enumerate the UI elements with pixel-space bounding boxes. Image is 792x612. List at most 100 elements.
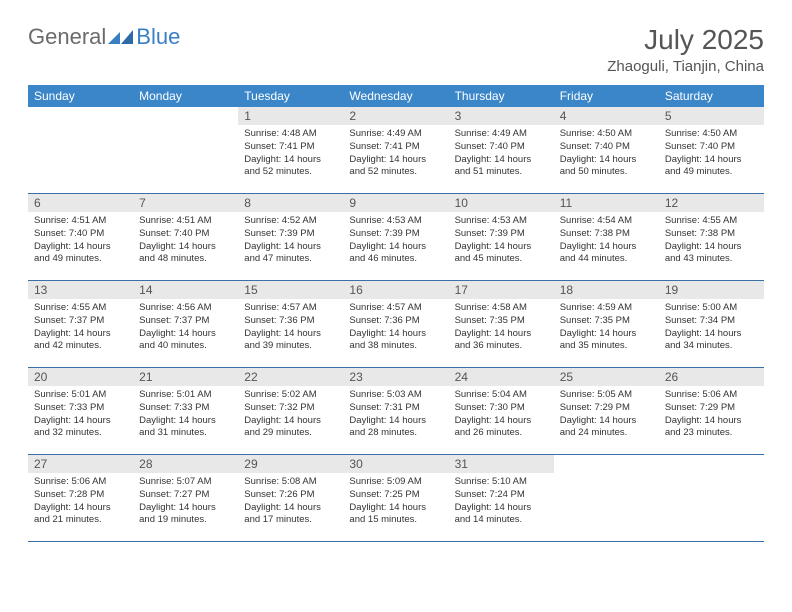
calendar-cell: 20Sunrise: 5:01 AMSunset: 7:33 PMDayligh… <box>28 368 133 455</box>
day-number: 2 <box>343 107 448 125</box>
calendar-cell: 27Sunrise: 5:06 AMSunset: 7:28 PMDayligh… <box>28 455 133 542</box>
weekday-header: Monday <box>133 85 238 107</box>
day-body: Sunrise: 5:09 AMSunset: 7:25 PMDaylight:… <box>343 473 448 531</box>
day-number: 6 <box>28 194 133 212</box>
day-body: Sunrise: 5:01 AMSunset: 7:33 PMDaylight:… <box>133 386 238 444</box>
day-body: Sunrise: 4:55 AMSunset: 7:37 PMDaylight:… <box>28 299 133 357</box>
calendar-cell: 14Sunrise: 4:56 AMSunset: 7:37 PMDayligh… <box>133 281 238 368</box>
day-number: 28 <box>133 455 238 473</box>
calendar-cell: 6Sunrise: 4:51 AMSunset: 7:40 PMDaylight… <box>28 194 133 281</box>
day-number: 7 <box>133 194 238 212</box>
day-number: 26 <box>659 368 764 386</box>
day-body: Sunrise: 4:56 AMSunset: 7:37 PMDaylight:… <box>133 299 238 357</box>
day-number: 13 <box>28 281 133 299</box>
title-block: July 2025 Zhaoguli, Tianjin, China <box>607 24 764 75</box>
day-number: 14 <box>133 281 238 299</box>
day-body: Sunrise: 4:57 AMSunset: 7:36 PMDaylight:… <box>238 299 343 357</box>
calendar-cell: 15Sunrise: 4:57 AMSunset: 7:36 PMDayligh… <box>238 281 343 368</box>
calendar-cell: 10Sunrise: 4:53 AMSunset: 7:39 PMDayligh… <box>449 194 554 281</box>
day-number: 24 <box>449 368 554 386</box>
day-body: Sunrise: 5:06 AMSunset: 7:29 PMDaylight:… <box>659 386 764 444</box>
day-body: Sunrise: 5:05 AMSunset: 7:29 PMDaylight:… <box>554 386 659 444</box>
day-number: 31 <box>449 455 554 473</box>
weekday-header: Sunday <box>28 85 133 107</box>
day-number: 29 <box>238 455 343 473</box>
day-body: Sunrise: 4:53 AMSunset: 7:39 PMDaylight:… <box>449 212 554 270</box>
calendar-cell: 31Sunrise: 5:10 AMSunset: 7:24 PMDayligh… <box>449 455 554 542</box>
day-body: Sunrise: 5:04 AMSunset: 7:30 PMDaylight:… <box>449 386 554 444</box>
day-number: 18 <box>554 281 659 299</box>
calendar-cell: 4Sunrise: 4:50 AMSunset: 7:40 PMDaylight… <box>554 107 659 194</box>
day-body: Sunrise: 5:02 AMSunset: 7:32 PMDaylight:… <box>238 386 343 444</box>
weekday-header: Saturday <box>659 85 764 107</box>
day-body: Sunrise: 4:53 AMSunset: 7:39 PMDaylight:… <box>343 212 448 270</box>
calendar-cell: 11Sunrise: 4:54 AMSunset: 7:38 PMDayligh… <box>554 194 659 281</box>
day-body: Sunrise: 5:10 AMSunset: 7:24 PMDaylight:… <box>449 473 554 531</box>
day-body: Sunrise: 5:08 AMSunset: 7:26 PMDaylight:… <box>238 473 343 531</box>
day-number: 12 <box>659 194 764 212</box>
calendar-cell: 22Sunrise: 5:02 AMSunset: 7:32 PMDayligh… <box>238 368 343 455</box>
day-number: 25 <box>554 368 659 386</box>
calendar-cell: 1Sunrise: 4:48 AMSunset: 7:41 PMDaylight… <box>238 107 343 194</box>
calendar-cell: 25Sunrise: 5:05 AMSunset: 7:29 PMDayligh… <box>554 368 659 455</box>
day-number: 10 <box>449 194 554 212</box>
logo-text-1: General <box>28 24 106 50</box>
location: Zhaoguli, Tianjin, China <box>607 58 764 75</box>
calendar-cell: 13Sunrise: 4:55 AMSunset: 7:37 PMDayligh… <box>28 281 133 368</box>
header: General Blue July 2025 Zhaoguli, Tianjin… <box>28 24 764 75</box>
calendar-cell: 28Sunrise: 5:07 AMSunset: 7:27 PMDayligh… <box>133 455 238 542</box>
day-number: 3 <box>449 107 554 125</box>
day-body: Sunrise: 4:49 AMSunset: 7:40 PMDaylight:… <box>449 125 554 183</box>
day-body: Sunrise: 4:54 AMSunset: 7:38 PMDaylight:… <box>554 212 659 270</box>
calendar-cell: 7Sunrise: 4:51 AMSunset: 7:40 PMDaylight… <box>133 194 238 281</box>
calendar-cell: 17Sunrise: 4:58 AMSunset: 7:35 PMDayligh… <box>449 281 554 368</box>
weekday-header: Wednesday <box>343 85 448 107</box>
day-body: Sunrise: 4:59 AMSunset: 7:35 PMDaylight:… <box>554 299 659 357</box>
day-body: Sunrise: 4:52 AMSunset: 7:39 PMDaylight:… <box>238 212 343 270</box>
day-body: Sunrise: 4:50 AMSunset: 7:40 PMDaylight:… <box>659 125 764 183</box>
calendar-cell: 12Sunrise: 4:55 AMSunset: 7:38 PMDayligh… <box>659 194 764 281</box>
weekday-header: Friday <box>554 85 659 107</box>
day-number: 5 <box>659 107 764 125</box>
calendar-cell <box>133 107 238 194</box>
day-number: 1 <box>238 107 343 125</box>
day-number: 8 <box>238 194 343 212</box>
calendar-table: SundayMondayTuesdayWednesdayThursdayFrid… <box>28 85 764 542</box>
logo-triangle-icon <box>108 28 134 46</box>
calendar-cell: 9Sunrise: 4:53 AMSunset: 7:39 PMDaylight… <box>343 194 448 281</box>
calendar-cell: 23Sunrise: 5:03 AMSunset: 7:31 PMDayligh… <box>343 368 448 455</box>
weekday-header: Tuesday <box>238 85 343 107</box>
day-number: 17 <box>449 281 554 299</box>
day-body: Sunrise: 4:50 AMSunset: 7:40 PMDaylight:… <box>554 125 659 183</box>
calendar-cell: 29Sunrise: 5:08 AMSunset: 7:26 PMDayligh… <box>238 455 343 542</box>
day-number: 21 <box>133 368 238 386</box>
day-number: 19 <box>659 281 764 299</box>
calendar-cell <box>28 107 133 194</box>
day-body: Sunrise: 4:51 AMSunset: 7:40 PMDaylight:… <box>28 212 133 270</box>
calendar-cell <box>659 455 764 542</box>
day-number: 20 <box>28 368 133 386</box>
calendar-cell: 18Sunrise: 4:59 AMSunset: 7:35 PMDayligh… <box>554 281 659 368</box>
day-body: Sunrise: 4:49 AMSunset: 7:41 PMDaylight:… <box>343 125 448 183</box>
day-body: Sunrise: 4:48 AMSunset: 7:41 PMDaylight:… <box>238 125 343 183</box>
day-body: Sunrise: 5:06 AMSunset: 7:28 PMDaylight:… <box>28 473 133 531</box>
day-number: 23 <box>343 368 448 386</box>
day-body: Sunrise: 4:58 AMSunset: 7:35 PMDaylight:… <box>449 299 554 357</box>
calendar-cell: 26Sunrise: 5:06 AMSunset: 7:29 PMDayligh… <box>659 368 764 455</box>
day-number: 4 <box>554 107 659 125</box>
day-body: Sunrise: 5:03 AMSunset: 7:31 PMDaylight:… <box>343 386 448 444</box>
calendar-cell: 5Sunrise: 4:50 AMSunset: 7:40 PMDaylight… <box>659 107 764 194</box>
month-title: July 2025 <box>607 24 764 56</box>
calendar-cell: 19Sunrise: 5:00 AMSunset: 7:34 PMDayligh… <box>659 281 764 368</box>
calendar-cell: 16Sunrise: 4:57 AMSunset: 7:36 PMDayligh… <box>343 281 448 368</box>
day-number: 22 <box>238 368 343 386</box>
day-body: Sunrise: 5:07 AMSunset: 7:27 PMDaylight:… <box>133 473 238 531</box>
calendar-cell: 2Sunrise: 4:49 AMSunset: 7:41 PMDaylight… <box>343 107 448 194</box>
logo-text-2: Blue <box>136 24 180 50</box>
calendar-cell: 24Sunrise: 5:04 AMSunset: 7:30 PMDayligh… <box>449 368 554 455</box>
day-body: Sunrise: 5:00 AMSunset: 7:34 PMDaylight:… <box>659 299 764 357</box>
day-body: Sunrise: 4:57 AMSunset: 7:36 PMDaylight:… <box>343 299 448 357</box>
weekday-header: Thursday <box>449 85 554 107</box>
day-number: 27 <box>28 455 133 473</box>
day-number: 30 <box>343 455 448 473</box>
